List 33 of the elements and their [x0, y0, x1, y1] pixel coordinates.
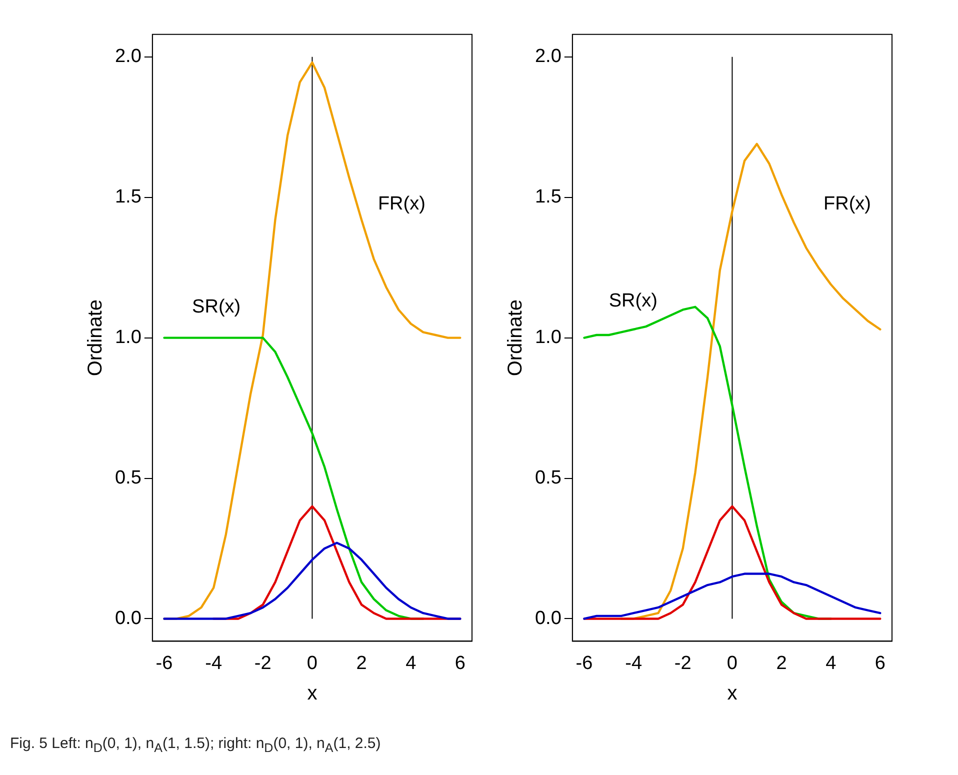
series-label: FR(x)	[378, 194, 426, 215]
y-tick-label: 1.5	[534, 186, 562, 208]
x-tick-label: 0	[726, 652, 738, 674]
series-label: FR(x)	[824, 194, 871, 215]
x-axis-title: x	[727, 682, 738, 705]
x-tick-label: 2	[776, 652, 787, 674]
y-tick-label: 0.5	[114, 467, 142, 488]
x-tick-label: 4	[826, 652, 837, 674]
series-label: SR(x)	[608, 290, 658, 312]
x-tick-label: -6	[156, 652, 173, 674]
x-tick-label: 6	[454, 652, 466, 674]
x-tick-label: -6	[576, 652, 593, 674]
x-tick-label: -4	[625, 652, 642, 674]
y-tick-label: 0.0	[534, 608, 562, 629]
x-tick-label: -2	[254, 652, 272, 674]
y-tick-label: 1.0	[114, 327, 142, 348]
x-tick-label: -2	[674, 652, 692, 674]
y-axis-title: Ordinate	[504, 299, 527, 376]
x-axis-title: x	[307, 682, 318, 705]
y-tick-label: 2.0	[114, 46, 142, 68]
text: Fig. 5 Left: n$_{D}$(0, 1), n$_{A}$(1, 1.5); right: n$_{D}$(0, 1), n$_{A}$(1, 2.5)	[10, 735, 381, 755]
series-label: SR(x)	[192, 296, 241, 318]
y-tick-label: 1.5	[114, 186, 142, 208]
y-tick-label: 0.0	[114, 608, 142, 629]
x-tick-label: 0	[306, 652, 318, 674]
x-tick-label: 4	[406, 652, 417, 674]
x-tick-label: -4	[205, 652, 222, 674]
y-tick-label: 1.0	[534, 327, 562, 348]
x-tick-label: 2	[356, 652, 367, 674]
y-axis-title: Ordinate	[84, 299, 107, 376]
y-tick-label: 2.0	[534, 46, 562, 68]
x-tick-label: 6	[874, 652, 886, 674]
y-tick-label: 0.5	[534, 467, 562, 488]
